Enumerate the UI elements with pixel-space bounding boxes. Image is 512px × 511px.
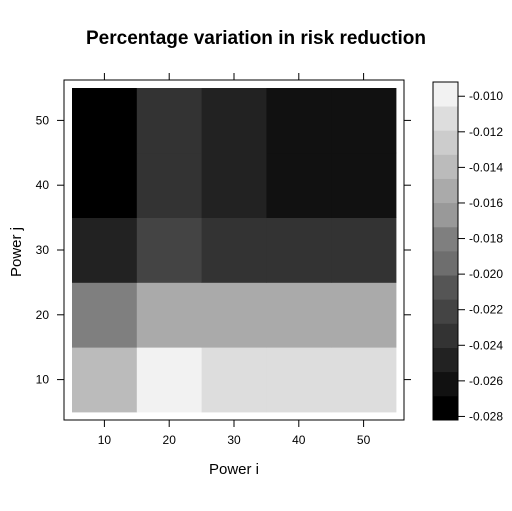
heatmap-cell (266, 282, 332, 348)
colorkey-swatch (433, 178, 458, 204)
heatmap-cell (201, 152, 267, 218)
y-tick-label: 50 (36, 113, 50, 127)
colorkey-swatch (433, 299, 458, 324)
x-tick-label: 20 (163, 433, 177, 447)
chart-title: Percentage variation in risk reduction (86, 28, 426, 49)
heatmap-cell (136, 347, 202, 413)
colorkey-tick-label: -0.010 (469, 89, 503, 103)
colorkey-swatch (433, 202, 458, 228)
heatmap-cell (331, 88, 397, 154)
heatmap-cell (136, 282, 202, 348)
x-tick-label: 50 (357, 433, 371, 447)
heatmap-cell (331, 217, 397, 283)
colorkey-swatch (433, 130, 458, 155)
colorkey-tick-label: -0.026 (469, 374, 503, 388)
y-axis-label: Power j (8, 227, 25, 277)
heatmap-cell (201, 347, 267, 413)
colorkey-tick-label: -0.020 (469, 267, 503, 281)
colorkey-tick-label: -0.028 (469, 409, 503, 423)
plot-axes: 10 20 30 40 50 10 20 30 40 50 (36, 73, 411, 447)
heatmap-cells (72, 88, 397, 413)
x-axis-label: Power i (209, 461, 259, 478)
heatmap-cell (136, 152, 202, 218)
colorkey-swatch (433, 323, 458, 348)
heatmap-cell (72, 152, 138, 218)
heatmap-cell (266, 217, 332, 283)
colorkey-swatch (433, 106, 458, 131)
color-key: -0.010 -0.012 -0.014 -0.016 -0.018 -0.020 -0.0… (432, 81, 503, 423)
heatmap-cell (331, 282, 397, 348)
colorkey-swatch (433, 251, 458, 276)
heatmap-cell (266, 347, 332, 413)
colorkey-tick-label: -0.016 (469, 196, 503, 210)
heatmap-cell (136, 217, 202, 283)
y-tick-label: 10 (36, 373, 50, 387)
x-tick-label: 40 (292, 433, 306, 447)
heatmap-cell (72, 282, 138, 348)
colorkey-swatch (433, 347, 458, 373)
y-tick-label: 40 (36, 178, 50, 192)
colorkey-tick-label: -0.022 (469, 303, 503, 317)
colorkey-swatch (433, 82, 458, 107)
y-tick-label: 20 (36, 308, 50, 322)
heatmap-cell (72, 88, 138, 154)
colorkey-swatch (433, 395, 458, 421)
heatmap-cell (136, 88, 202, 154)
heatmap-cell (201, 217, 267, 283)
heatmap-cell (331, 347, 397, 413)
heatmap-cell (266, 88, 332, 154)
x-tick-label: 10 (98, 433, 112, 447)
x-tick-label: 30 (227, 433, 241, 447)
colorkey-tick-label: -0.018 (469, 232, 503, 246)
colorkey-swatch (433, 371, 458, 397)
colorkey-tick-label: -0.024 (469, 338, 503, 352)
heatmap-cell (266, 152, 332, 218)
heatmap-cell (201, 282, 267, 348)
colorkey-frame (432, 81, 459, 421)
colorkey-tick-label: -0.012 (469, 125, 503, 139)
y-tick-label: 30 (36, 243, 50, 257)
heatmap-cell (201, 88, 267, 154)
colorkey-swatch (433, 226, 458, 252)
heatmap-cell (72, 347, 138, 413)
heatmap-cell (72, 217, 138, 283)
colorkey-tick-label: -0.014 (469, 160, 503, 174)
colorkey-swatch (433, 154, 458, 179)
colorkey-swatch (433, 275, 458, 300)
heatmap-cell (331, 152, 397, 218)
